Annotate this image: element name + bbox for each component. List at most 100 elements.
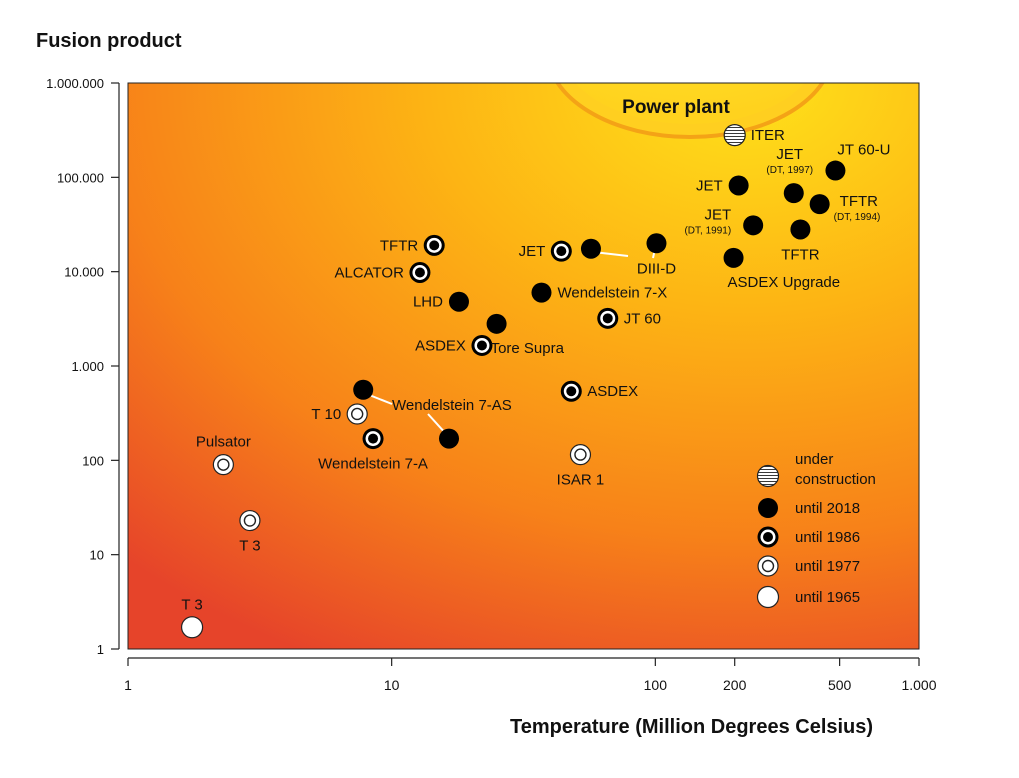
point-label: ITER <box>751 127 785 144</box>
marker-inner-ring <box>217 458 230 471</box>
data-point <box>790 219 811 240</box>
marker-inner-ring <box>350 407 364 421</box>
marker-body <box>783 183 804 204</box>
point-label: LHD <box>413 294 443 311</box>
point-label: ASDEX <box>415 337 466 354</box>
point-label: TFTR <box>380 237 418 254</box>
point-label: TFTR <box>781 246 819 263</box>
leader-line <box>427 413 444 432</box>
marker-core <box>414 267 425 278</box>
marker-core <box>429 240 440 251</box>
point-label: JET <box>519 243 546 260</box>
data-point <box>809 194 830 215</box>
data-point <box>743 215 764 236</box>
data-point <box>560 380 582 402</box>
point-sublabel: (DT, 1991) <box>684 225 731 236</box>
data-point <box>825 160 846 181</box>
data-point <box>239 509 261 532</box>
point-label: T 10 <box>311 406 341 423</box>
marker-body <box>180 616 204 639</box>
y-tick-label: 1.000 <box>71 359 104 374</box>
marker-body <box>723 247 744 268</box>
marker-body <box>728 175 749 196</box>
marker-core <box>602 313 613 324</box>
data-point <box>723 124 746 147</box>
data-point <box>597 307 619 329</box>
legend-label: until 1965 <box>795 589 860 606</box>
point-label: T 3 <box>239 538 260 555</box>
y-tick-label: 100.000 <box>57 170 104 185</box>
data-point <box>569 444 592 466</box>
x-tick-label: 100 <box>644 677 668 693</box>
data-point <box>180 616 204 639</box>
x-tick-label: 1 <box>124 677 132 693</box>
marker-body <box>758 498 778 518</box>
marker-body <box>486 313 507 334</box>
data-point <box>346 403 368 425</box>
point-label: Pulsator <box>196 434 251 451</box>
marker-core <box>556 246 567 257</box>
legend-marker <box>756 464 780 488</box>
marker-core <box>566 386 577 397</box>
point-label: JT 60 <box>624 310 661 327</box>
marker-core <box>368 433 379 444</box>
data-point <box>728 175 749 196</box>
y-tick-label: 1 <box>97 642 104 657</box>
point-label: ISAR 1 <box>557 472 605 489</box>
data-point <box>783 183 804 204</box>
legend-label: construction <box>795 471 876 488</box>
point-label: ALCATOR <box>334 264 404 281</box>
marker-core <box>763 532 773 542</box>
power-plant-region <box>575 83 805 124</box>
legend-label: until 1986 <box>795 529 860 546</box>
data-point <box>439 428 460 449</box>
marker-body <box>439 428 460 449</box>
x-axis-title: Temperature (Million Degrees Celsius) <box>510 716 874 738</box>
data-point <box>471 334 493 356</box>
legend-marker <box>757 555 779 577</box>
marker-body <box>723 124 746 147</box>
y-tick-label: 10.000 <box>64 265 104 280</box>
x-tick-label: 500 <box>828 677 852 693</box>
point-label: JET <box>776 146 803 163</box>
legend-marker <box>757 526 779 548</box>
point-label: JET <box>704 206 731 223</box>
point-sublabel: (DT, 1997) <box>766 165 813 176</box>
marker-inner-ring <box>243 514 257 527</box>
leader-line <box>599 251 629 257</box>
marker-body <box>825 160 846 181</box>
point-label: Tore Supra <box>491 340 565 357</box>
point-label: Wendelstein 7-X <box>557 285 667 302</box>
data-point <box>409 261 431 283</box>
marker-inner-ring <box>761 559 775 573</box>
marker-body <box>756 585 780 609</box>
point-label: DIII-D <box>637 260 676 277</box>
marker-body <box>790 219 811 240</box>
plot-background <box>128 83 919 649</box>
point-label: ASDEX <box>587 383 638 400</box>
marker-body <box>353 379 374 400</box>
data-point <box>486 313 507 334</box>
y-tick-label: 100 <box>82 453 104 468</box>
point-label: Wendelstein 7-A <box>318 456 428 473</box>
marker-core <box>476 340 487 351</box>
legend-marker <box>756 585 780 609</box>
legend-marker <box>758 498 778 518</box>
point-label: T 3 <box>181 596 202 613</box>
legend-label: until 1977 <box>795 558 860 575</box>
x-tick-label: 10 <box>384 677 400 693</box>
marker-body <box>809 194 830 215</box>
marker-body <box>646 233 667 254</box>
power-plant-label: Power plant <box>622 97 730 118</box>
marker-body <box>743 215 764 236</box>
x-tick-label: 200 <box>723 677 747 693</box>
data-point <box>550 240 572 262</box>
legend-label: under <box>795 451 833 468</box>
point-label: JET <box>696 177 723 194</box>
point-label: TFTR <box>840 193 878 210</box>
data-point <box>448 291 469 312</box>
marker-inner-ring <box>574 448 587 461</box>
point-sublabel: (DT, 1994) <box>834 212 881 223</box>
data-point <box>580 238 601 259</box>
